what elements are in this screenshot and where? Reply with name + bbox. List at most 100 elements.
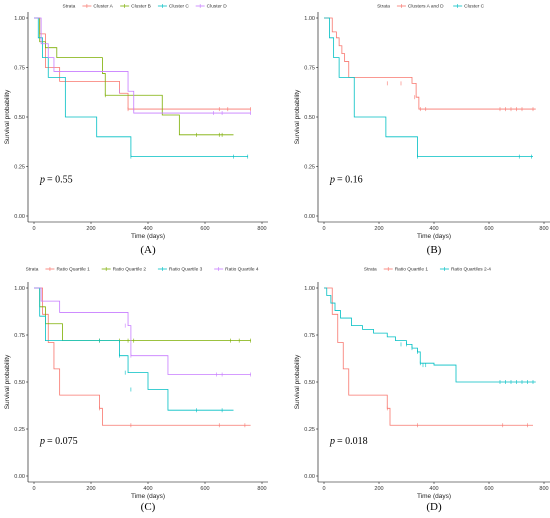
legend-entry-label: Ratio Quartile 1 (395, 267, 429, 273)
x-tick-label: 200 (374, 226, 383, 232)
y-tick-label: 0.00 (304, 474, 315, 480)
series-line-1 (34, 287, 251, 426)
y-tick-label: 1.00 (304, 286, 315, 292)
y-tick-label: 0.75 (14, 65, 25, 71)
legend-entry-label: Cluster B (131, 4, 151, 10)
x-tick-label: 0 (322, 226, 325, 232)
legend-title: Strata (377, 4, 390, 10)
y-tick-label: 0.75 (304, 65, 315, 71)
panel-label: (D) (426, 501, 442, 513)
y-axis-title: Survival probability (294, 89, 301, 144)
series-line-2 (324, 17, 533, 157)
p-value-label: p = 0.075 (39, 436, 78, 447)
y-tick-label: 0.75 (14, 333, 25, 339)
legend-entry-label: Ratio Quartile 1 (56, 267, 90, 273)
legend-entry-label: Ratio Quartile 3 (169, 267, 203, 273)
y-tick-label: 0.50 (14, 115, 25, 121)
legend-entry-label: Ratio Quartile 4 (225, 267, 259, 273)
p-value-label: p = 0.55 (39, 174, 73, 185)
y-tick-label: 0.25 (14, 427, 25, 433)
x-tick-label: 0 (32, 486, 35, 492)
x-tick-label: 0 (32, 226, 35, 232)
chart-panel-4: 0.00 0.25 0.50 0.75 1.00 0 200 400 600 800 Time (d… (294, 267, 550, 513)
series-line-2 (34, 287, 251, 342)
x-tick-label: 800 (257, 486, 266, 492)
y-tick-label: 1.00 (304, 16, 315, 22)
y-tick-label: 0.00 (304, 214, 315, 220)
y-tick-label: 0.00 (14, 474, 25, 480)
panel-label: (A) (140, 244, 156, 256)
y-tick-label: 0.25 (304, 164, 315, 170)
y-tick-label: 0.25 (14, 164, 25, 170)
x-tick-label: 600 (200, 226, 209, 232)
legend-entry-label: Ratio Quartile 2 (113, 267, 147, 273)
p-value-number: = 0.16 (337, 174, 363, 185)
legend-entry-label: Cluster A (93, 4, 113, 10)
series-line-3 (34, 17, 248, 157)
legend-title: Strata (26, 267, 39, 273)
y-tick-label: 0.50 (304, 380, 315, 386)
p-value-symbol: p (39, 436, 45, 447)
x-tick-label: 400 (429, 486, 438, 492)
x-axis-title: Time (days) (417, 233, 451, 240)
series-line-2 (34, 17, 234, 136)
legend: Strata Cluster A Cluster B Cluster C Cluster… (63, 4, 228, 10)
x-tick-label: 800 (539, 226, 548, 232)
y-axis-title: Survival probability (294, 354, 301, 409)
y-tick-label: 0.25 (304, 427, 315, 433)
p-value-number: = 0.55 (47, 174, 73, 185)
p-value-symbol: p (39, 174, 45, 185)
chart-panel-1: 0.00 0.25 0.50 0.75 1.00 0 200 400 600 800 Time (d… (4, 4, 268, 256)
y-tick-label: 0.75 (304, 333, 315, 339)
chart-panel-2: 0.00 0.25 0.50 0.75 1.00 0 200 400 600 800 Time (d… (294, 4, 550, 256)
series-line-4 (34, 17, 251, 114)
p-value-label: p = 0.16 (329, 174, 363, 185)
legend-title: Strata (63, 4, 76, 10)
legend-entry-label: Cluster D (207, 4, 228, 10)
x-tick-label: 0 (322, 486, 325, 492)
legend: Strata Clusters A and D Cluster C (377, 4, 485, 10)
panel-label: (B) (427, 244, 442, 256)
y-axis-title: Survival probability (4, 89, 11, 144)
y-tick-label: 1.00 (14, 286, 25, 292)
y-axis-title: Survival probability (4, 354, 11, 409)
panel-label: (C) (141, 501, 156, 513)
p-value-symbol: p (329, 174, 335, 185)
series-line-2 (324, 287, 536, 383)
x-tick-label: 400 (429, 226, 438, 232)
series-line-1 (324, 17, 536, 110)
x-axis-title: Time (days) (131, 233, 165, 240)
legend-entry-label: Clusters A and D (408, 4, 444, 10)
x-tick-label: 600 (484, 226, 493, 232)
legend-entry-label: Cluster C (169, 4, 190, 10)
series-line-1 (324, 287, 533, 426)
p-value-number: = 0.075 (47, 436, 78, 447)
x-tick-label: 200 (86, 486, 95, 492)
p-value-symbol: p (329, 436, 335, 447)
legend: Strata Ratio Quartile 1 Ratio Quartile 2 Ra… (26, 267, 259, 273)
x-axis-title: Time (days) (131, 493, 165, 500)
legend-entry-label: Cluster C (464, 4, 485, 10)
chart-panel-3: 0.00 0.25 0.50 0.75 1.00 0 200 400 600 800 Time (d… (4, 267, 268, 513)
x-tick-label: 200 (86, 226, 95, 232)
y-tick-label: 0.00 (14, 214, 25, 220)
x-tick-label: 400 (143, 486, 152, 492)
x-tick-label: 800 (257, 226, 266, 232)
series-line-3 (34, 287, 234, 411)
x-tick-label: 400 (143, 226, 152, 232)
p-value-number: = 0.018 (337, 436, 368, 447)
y-tick-label: 0.50 (14, 380, 25, 386)
x-tick-label: 600 (484, 486, 493, 492)
y-tick-label: 1.00 (14, 16, 25, 22)
x-tick-label: 600 (200, 486, 209, 492)
y-tick-label: 0.50 (304, 115, 315, 121)
x-tick-label: 200 (374, 486, 383, 492)
p-value-label: p = 0.018 (329, 436, 368, 447)
x-axis-title: Time (days) (417, 493, 451, 500)
legend-entry-label: Ratio Quartiles 2-4 (451, 267, 491, 273)
x-tick-label: 800 (539, 486, 548, 492)
series-line-4 (34, 287, 251, 375)
legend-title: Strata (364, 267, 377, 273)
legend: Strata Ratio Quartile 1 Ratio Quartiles 2-… (364, 267, 491, 273)
